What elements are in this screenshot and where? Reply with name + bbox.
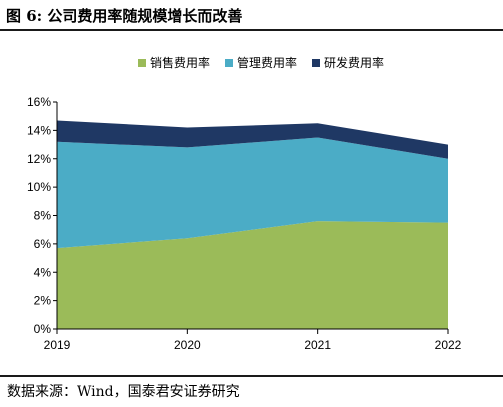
source-rule bbox=[0, 375, 503, 377]
legend-swatch-1 bbox=[138, 59, 146, 67]
x-tick-label: 2021 bbox=[304, 338, 331, 352]
source-note: 数据来源：Wind，国泰君安证券研究 bbox=[7, 384, 240, 400]
y-tick-label: 2% bbox=[34, 294, 52, 308]
legend: 销售费用率 管理费用率 研发费用率 bbox=[138, 55, 384, 70]
legend-label-2: 管理费用率 bbox=[237, 55, 297, 70]
y-tick-label: 10% bbox=[27, 180, 51, 194]
y-tick-label: 14% bbox=[27, 123, 51, 137]
series-area-3 bbox=[57, 120, 448, 159]
y-tick-label: 4% bbox=[34, 265, 52, 279]
x-tick-label: 2020 bbox=[174, 338, 201, 352]
y-tick-label: 8% bbox=[34, 209, 52, 223]
series-area-2 bbox=[57, 137, 448, 249]
y-tick-label: 0% bbox=[34, 322, 52, 336]
area-layers bbox=[57, 120, 448, 329]
y-tick-label: 16% bbox=[27, 95, 51, 109]
x-tick-label: 2019 bbox=[44, 338, 71, 352]
series-area-1 bbox=[57, 221, 448, 329]
legend-label-3: 研发费用率 bbox=[324, 55, 384, 70]
legend-label-1: 销售费用率 bbox=[150, 55, 210, 70]
axes: 0% 2% 4% 6% 8% 10% 12% 14% 16% 2019 2020 2021 2022 bbox=[27, 95, 462, 352]
title-rule bbox=[0, 29, 503, 31]
legend-swatch-2 bbox=[225, 59, 233, 67]
x-tick-label: 2022 bbox=[435, 338, 462, 352]
y-tick-label: 6% bbox=[34, 237, 52, 251]
y-tick-label: 12% bbox=[27, 152, 51, 166]
figure-title: 图 6: 公司费用率随规模增长而改善 bbox=[6, 7, 243, 25]
legend-swatch-3 bbox=[312, 59, 320, 67]
